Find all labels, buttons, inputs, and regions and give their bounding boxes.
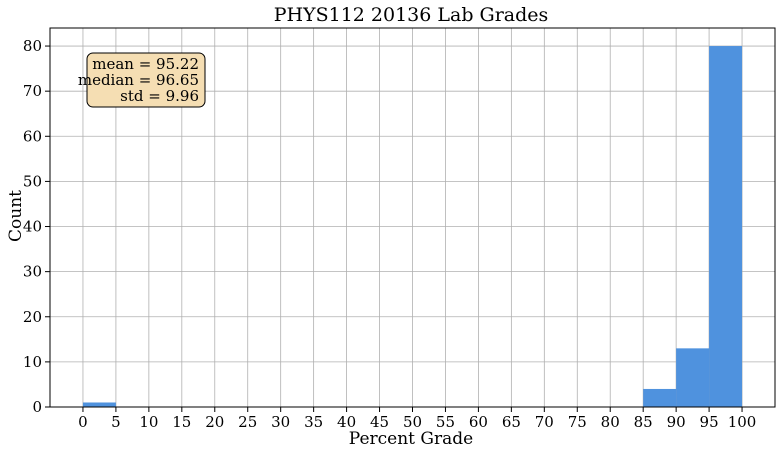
stats-mean: mean = 95.22 [92, 55, 199, 73]
stats-median: median = 96.65 [78, 71, 199, 89]
x-tick-label: 30 [271, 413, 290, 431]
y-tick-label: 20 [23, 308, 42, 326]
axis-ticks: 0 5 10 15 20 25 30 35 40 45 50 55 60 65 70 75 80 85 90 95 10… [23, 37, 756, 431]
y-tick-label: 10 [23, 353, 42, 371]
x-axis-label: Percent Grade [349, 429, 473, 449]
stats-box: mean = 95.22 median = 96.65 std = 9.96 [78, 52, 206, 108]
x-tick-label: 100 [728, 413, 757, 431]
y-tick-label: 70 [23, 82, 42, 100]
x-tick-label: 10 [139, 413, 158, 431]
histogram-bar [82, 402, 116, 407]
x-tick-label: 50 [403, 413, 422, 431]
x-tick-label: 0 [78, 413, 88, 431]
y-tick-label: 0 [32, 398, 42, 416]
stats-box-background [86, 52, 206, 108]
stats-std: std = 9.96 [120, 87, 199, 105]
histogram-bar [676, 348, 710, 407]
x-tick-label: 80 [601, 413, 620, 431]
x-tick-label: 85 [634, 413, 653, 431]
x-tick-label: 40 [337, 413, 356, 431]
histogram-bar [709, 46, 743, 408]
histogram-bar [643, 388, 677, 407]
x-tick-label: 75 [568, 413, 587, 431]
x-tick-label: 70 [535, 413, 554, 431]
y-tick-label: 30 [23, 263, 42, 281]
x-tick-label: 20 [205, 413, 224, 431]
x-tick-label: 45 [370, 413, 389, 431]
x-tick-label: 5 [111, 413, 121, 431]
x-tick-label: 65 [502, 413, 521, 431]
x-tick-label: 60 [469, 413, 488, 431]
x-tick-label: 90 [667, 413, 686, 431]
y-axis-label: Count [6, 190, 26, 242]
y-tick-label: 60 [23, 127, 42, 145]
x-tick-label: 55 [436, 413, 455, 431]
chart-title: PHYS112 20136 Lab Grades [274, 4, 549, 26]
x-tick-label: 25 [238, 413, 257, 431]
bars [82, 46, 743, 408]
x-tick-label: 35 [304, 413, 323, 431]
x-tick-label: 95 [700, 413, 719, 431]
x-tick-label: 15 [172, 413, 191, 431]
y-tick-label: 40 [23, 218, 42, 236]
y-tick-label: 80 [23, 37, 42, 55]
y-tick-label: 50 [23, 172, 42, 190]
